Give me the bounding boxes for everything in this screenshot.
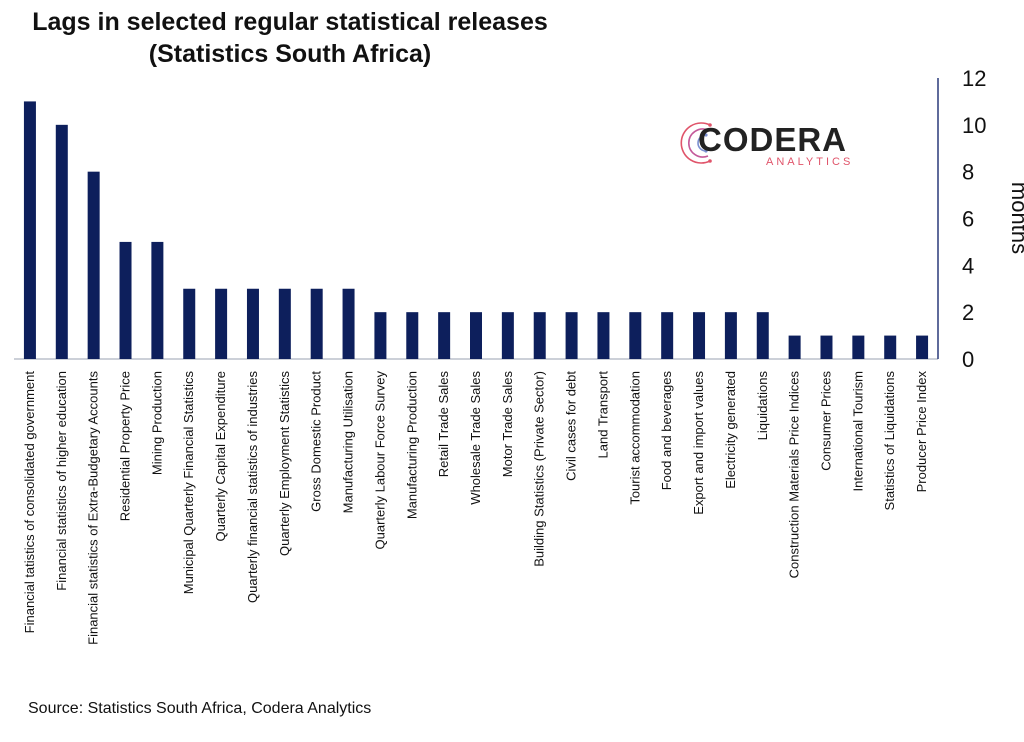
y-tick-label: 10 xyxy=(962,113,986,138)
bar xyxy=(151,241,164,359)
x-tick-label: Wholesale Trade Sales xyxy=(468,371,483,505)
x-tick-label: Liquidations xyxy=(755,371,770,441)
y-tick-label: 8 xyxy=(962,160,974,185)
chart-title: Lags in selected regular statistical rel… xyxy=(0,6,580,70)
x-tick-label: Tourist accommodation xyxy=(627,371,642,505)
x-tick-label: Retail Trade Sales xyxy=(436,371,451,478)
chart-title-line1: Lags in selected regular statistical rel… xyxy=(32,8,548,36)
bar xyxy=(597,312,610,359)
bar xyxy=(342,288,355,359)
x-tick-label: Financial statistics of Extra-Budgetary … xyxy=(86,371,101,645)
bar xyxy=(87,171,100,359)
bar xyxy=(406,312,419,359)
bar xyxy=(183,288,196,359)
x-tick-label: Civil cases for debt xyxy=(564,371,579,481)
x-tick-label: Financial statistics of higher education xyxy=(54,371,69,591)
y-tick-label: 6 xyxy=(962,207,974,232)
bar xyxy=(852,335,865,359)
x-tick-label: International Tourism xyxy=(850,371,865,491)
bar xyxy=(55,124,68,359)
x-tick-label: Building Statistics (Private Sector) xyxy=(532,371,547,567)
x-tick-label: Food and beverages xyxy=(659,371,674,491)
logo-subtitle: ANALYTICS xyxy=(766,156,854,168)
y-axis-label: months xyxy=(1007,182,1024,254)
bar xyxy=(119,241,132,359)
x-tick-label: Manufacturing Utilisation xyxy=(341,371,356,513)
x-tick-label: Quarterly financial statistics of indust… xyxy=(245,371,260,603)
x-tick-label: Statistics of Liquidations xyxy=(882,371,897,511)
codera-logo: CODERA ANALYTICS xyxy=(678,113,868,173)
bar xyxy=(565,312,578,359)
bar xyxy=(884,335,897,359)
bar xyxy=(916,335,929,359)
x-tick-label: Quarterly Employment Statistics xyxy=(277,371,292,556)
x-tick-label: Producer Price Index xyxy=(914,371,929,493)
logo-mark-icon xyxy=(680,122,712,164)
bar xyxy=(724,312,737,359)
source-note: Source: Statistics South Africa, Codera … xyxy=(28,700,372,717)
bar xyxy=(501,312,514,359)
x-tick-label: Municipal Quarterly Financial Statistics xyxy=(181,371,196,595)
x-tick-label: Quarterly Capital Expenditure xyxy=(213,371,228,542)
x-tick-label: Land Transport xyxy=(595,371,610,459)
x-tick-label: Residential Property Price xyxy=(118,371,133,521)
y-tick-label: 2 xyxy=(962,300,974,325)
bar xyxy=(788,335,801,359)
bar xyxy=(820,335,833,359)
bar xyxy=(23,101,36,360)
logo-wordmark: CODERA xyxy=(698,121,848,158)
x-tick-label: Construction Materials Price Indices xyxy=(787,371,802,579)
bar xyxy=(533,312,546,359)
bar xyxy=(374,312,387,359)
bar xyxy=(661,312,674,359)
bar xyxy=(693,312,706,359)
bar xyxy=(629,312,642,359)
bar xyxy=(246,288,259,359)
chart-title-line2: (Statistics South Africa) xyxy=(148,40,432,68)
bar xyxy=(438,312,451,359)
x-tick-label: Motor Trade Sales xyxy=(500,371,515,478)
bar xyxy=(278,288,291,359)
x-tick-label: Electricity generated xyxy=(723,371,738,489)
bar xyxy=(470,312,482,359)
x-tick-label: Financial tatistics of consolidated gove… xyxy=(22,371,37,634)
x-tick-label: Manufacturing Production xyxy=(404,371,419,519)
x-tick-label: Consumer Prices xyxy=(818,371,833,471)
y-tick-label: 4 xyxy=(962,253,974,278)
x-tick-label: Gross Domestic Product xyxy=(309,371,324,512)
x-tick-label: Mining Production xyxy=(149,371,164,475)
x-tick-label: Quarterly Labour Force Survey xyxy=(372,371,387,550)
bar xyxy=(756,312,769,359)
y-tick-label: 0 xyxy=(962,347,974,372)
x-tick-label: Export and import values xyxy=(691,371,706,515)
y-tick-label: 12 xyxy=(962,66,986,91)
bar xyxy=(215,288,228,359)
bar xyxy=(310,288,323,359)
